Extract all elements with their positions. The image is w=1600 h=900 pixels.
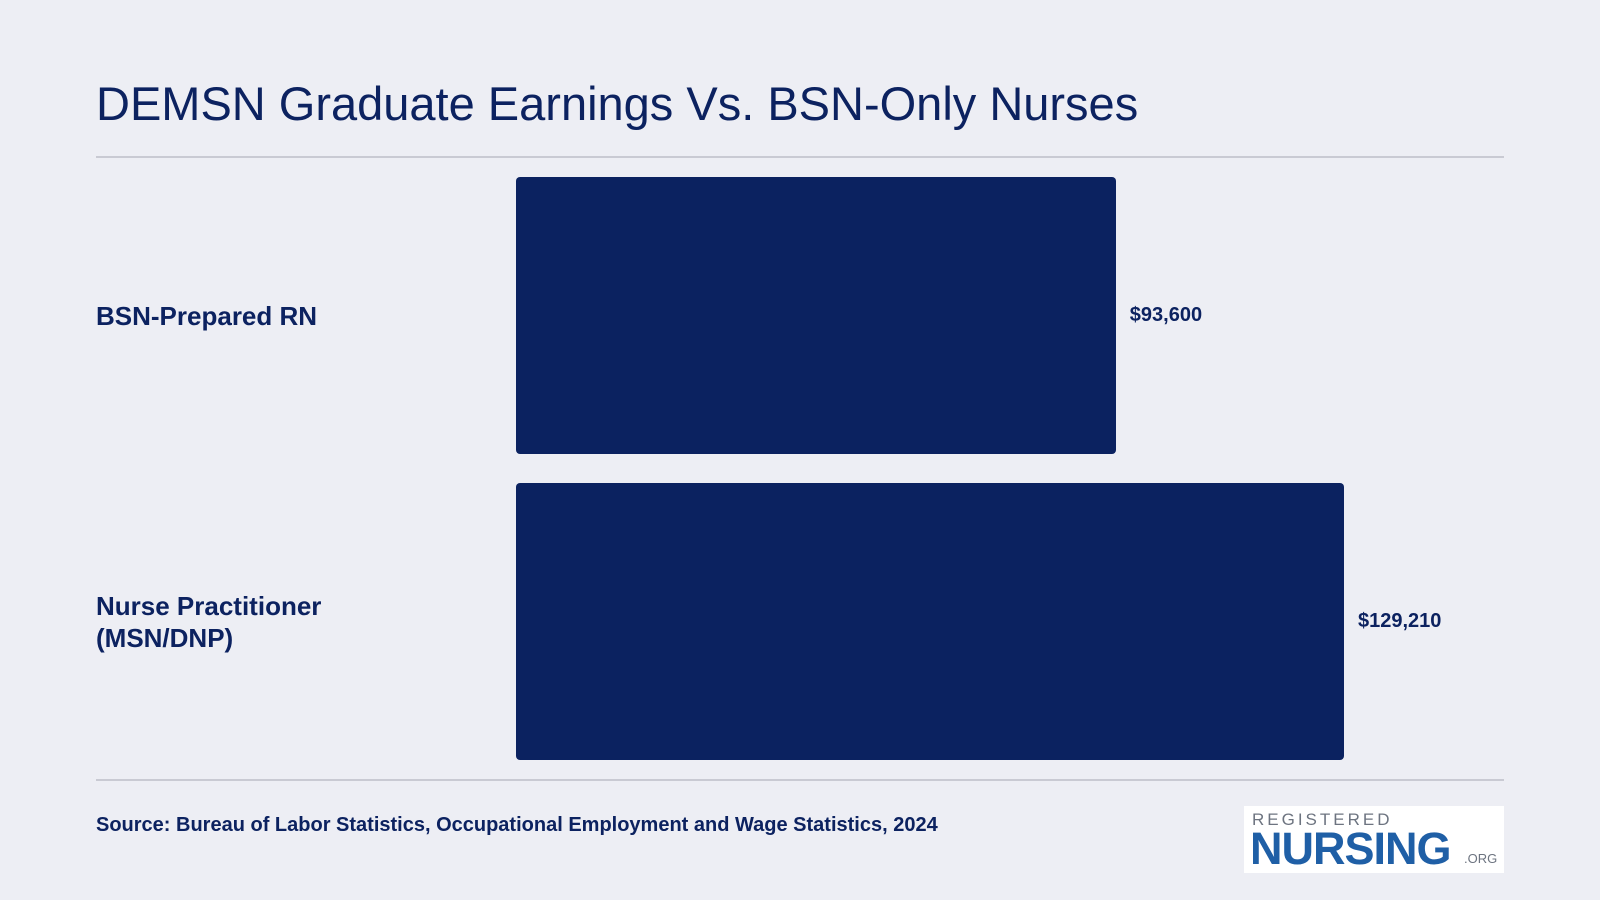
source-note: Source: Bureau of Labor Statistics, Occu… [96,814,938,836]
bar [516,177,1116,454]
y-tick-label: BSN-Prepared RN [96,300,318,331]
divider [96,156,1504,158]
logo: REGISTERED NURSING .ORG [1244,806,1504,874]
divider [96,779,1504,781]
logo-text: NURSING [1250,823,1452,874]
logo-text: .ORG [1464,851,1498,866]
logo-text: REGISTERED [1252,810,1393,829]
value-label: $93,600 [1129,304,1203,326]
value-label: $129,210 [1358,610,1442,632]
bar [516,483,1344,760]
chart-title: DEMSN Graduate Earnings Vs. BSN-Only Nur… [96,77,1139,130]
y-tick-label: Nurse Practitioner (MSN/DNP) [96,590,322,653]
